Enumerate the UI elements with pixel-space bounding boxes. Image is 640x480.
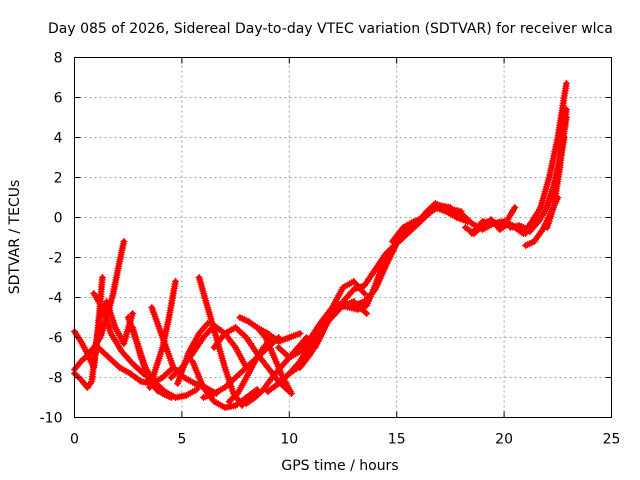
tick-layer: 0 5 10 15 20 25 -10 -8 -6 -4 -2 0 2 4 6 8 <box>40 51 621 448</box>
y-tick-label: 4 <box>54 131 63 147</box>
y-tick-label: -10 <box>40 411 63 427</box>
series-sat-t <box>264 202 454 395</box>
series-sat-k <box>174 320 212 387</box>
plus-markers <box>543 106 570 231</box>
series-sat-y <box>388 204 472 245</box>
x-tick-label: 5 <box>177 432 186 448</box>
plus-markers <box>296 278 368 371</box>
chart-title: Day 085 of 2026, Sidereal Day-to-day VTE… <box>48 21 613 37</box>
series-sat-s <box>253 324 304 345</box>
y-tick-label: -4 <box>49 291 63 307</box>
y-tick-label: -2 <box>49 251 63 267</box>
x-axis-label: GPS time / hours <box>281 458 398 474</box>
plus-markers <box>388 204 472 245</box>
y-tick-label: 8 <box>54 51 63 67</box>
plus-markers <box>311 298 371 351</box>
plus-markers <box>195 274 246 409</box>
x-tick-label: 0 <box>70 432 79 448</box>
x-tick-label: 10 <box>280 432 298 448</box>
y-tick-label: 6 <box>54 91 63 107</box>
x-tick-label: 25 <box>603 432 621 448</box>
series-sat-w <box>296 278 368 371</box>
x-tick-label: 20 <box>495 432 513 448</box>
plus-markers <box>174 320 212 387</box>
x-tick-label: 15 <box>388 432 406 448</box>
plus-markers <box>253 324 304 345</box>
plus-markers <box>264 202 454 395</box>
series-layer <box>71 80 570 411</box>
y-tick-label: 2 <box>54 171 63 187</box>
y-tick-label: -6 <box>49 331 63 347</box>
plus-markers <box>129 324 171 397</box>
series-sat-af <box>543 106 570 231</box>
y-axis-label: SDTVAR / TECUs <box>7 180 23 295</box>
y-tick-label: 0 <box>54 211 63 227</box>
plot-frame <box>74 57 612 418</box>
series-sat-p <box>225 334 276 405</box>
series-sat-x <box>311 298 371 351</box>
y-tick-label: -8 <box>49 371 63 387</box>
